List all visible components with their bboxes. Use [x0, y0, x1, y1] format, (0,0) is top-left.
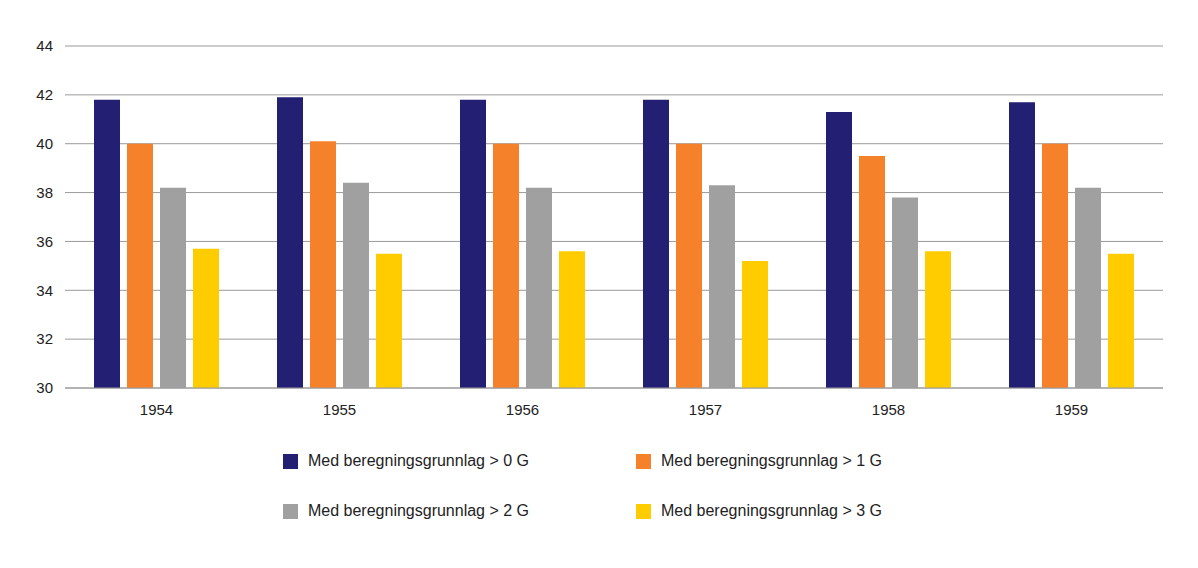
svg-text:40: 40 — [36, 135, 53, 152]
svg-text:34: 34 — [36, 282, 53, 299]
svg-text:42: 42 — [36, 86, 53, 103]
html-text:Med beregningsgrunnlag > 3 G: Med beregningsgrunnlag > 3 G — [661, 502, 882, 519]
svg-text:36: 36 — [36, 233, 53, 250]
svg-text:30: 30 — [36, 379, 53, 396]
svg-text:1954: 1954 — [140, 401, 173, 418]
svg-text:38: 38 — [36, 184, 53, 201]
html-text:Med beregningsgrunnlag > 1 G: Med beregningsgrunnlag > 1 G — [661, 452, 882, 469]
svg-text:1955: 1955 — [323, 401, 356, 418]
svg-text:1957: 1957 — [689, 401, 722, 418]
svg-text:44: 44 — [36, 37, 53, 54]
svg-text:32: 32 — [36, 330, 53, 347]
svg-text:1959: 1959 — [1055, 401, 1088, 418]
html-text:Med beregningsgrunnlag > 0 G: Med beregningsgrunnlag > 0 G — [308, 452, 529, 469]
html-text:Med beregningsgrunnlag > 2 G: Med beregningsgrunnlag > 2 G — [308, 502, 529, 519]
svg-text:1958: 1958 — [872, 401, 905, 418]
svg-text:1956: 1956 — [506, 401, 539, 418]
